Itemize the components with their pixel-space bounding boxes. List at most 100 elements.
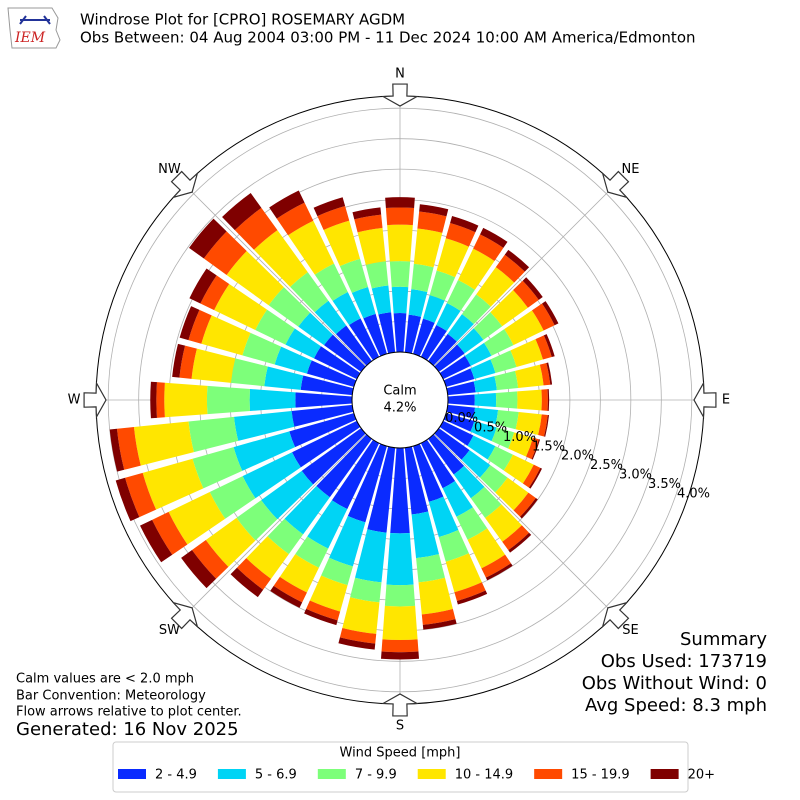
bar-segment <box>461 294 491 325</box>
legend-swatch <box>650 769 679 779</box>
bar-segment <box>447 314 474 342</box>
bar-segment <box>316 434 372 498</box>
legend-box <box>112 741 689 793</box>
compass-label: S <box>396 719 404 734</box>
bar-segment <box>546 362 553 385</box>
bar-segment <box>429 270 456 301</box>
bar-segment <box>436 303 461 332</box>
bar-segment <box>538 414 548 437</box>
bar-segment <box>188 416 239 453</box>
bar-segment <box>291 404 354 427</box>
bar-segment <box>470 486 502 519</box>
bar-segment <box>156 382 165 418</box>
bar-segment <box>508 532 532 553</box>
bar-segment <box>332 292 361 326</box>
compass-label: E <box>722 393 730 408</box>
flow-arrow <box>693 380 717 420</box>
bar-segment <box>490 350 517 373</box>
bar-segment <box>381 639 419 653</box>
bar-segment <box>473 234 504 261</box>
bar-segment <box>470 421 497 442</box>
bar-segment <box>481 554 511 578</box>
bar-segment <box>445 223 476 247</box>
spoke <box>433 433 616 616</box>
bar-segment <box>355 529 387 583</box>
bar-segment <box>234 207 278 250</box>
bar-segment <box>454 582 486 602</box>
bar-segment <box>371 285 392 315</box>
legend-label: 5 - 6.9 <box>255 768 297 783</box>
bar-segment <box>421 609 456 625</box>
bar-segment <box>230 358 268 387</box>
bar-segment <box>408 289 428 317</box>
bar-segment <box>351 286 376 319</box>
bar-segment <box>339 627 377 644</box>
bar-segment <box>314 300 347 335</box>
bar-segment <box>428 496 459 538</box>
bar-segment <box>236 500 278 541</box>
bar-segment <box>495 391 518 409</box>
bar-segment <box>292 420 361 468</box>
bar-segment <box>456 507 488 540</box>
bar-segment <box>116 427 141 470</box>
bar-segment <box>439 420 474 446</box>
bar-segment <box>164 382 208 418</box>
compass-label: SW <box>159 623 180 638</box>
logo-text: IEM <box>14 30 46 46</box>
bar-segment <box>386 532 414 586</box>
bar-segment <box>301 428 366 485</box>
bar-segment <box>354 214 383 233</box>
compass-label: NE <box>622 162 640 177</box>
bar-segment <box>357 227 386 265</box>
bar-segment <box>542 301 559 326</box>
bar-segment <box>491 427 515 449</box>
bar-segment <box>513 492 536 517</box>
bar-segment <box>464 342 492 366</box>
bar-segment <box>188 309 212 344</box>
bar-segment <box>434 344 465 372</box>
bar-segment <box>404 446 429 515</box>
bar-segment <box>522 464 541 488</box>
legend-swatch <box>118 769 146 779</box>
bar-segment <box>150 381 157 419</box>
bar-segment <box>276 202 314 236</box>
bar-segment <box>321 557 353 586</box>
bar-segment <box>389 261 411 288</box>
bar-segment <box>531 439 541 460</box>
summary: Obs Used: 173719 <box>601 651 767 672</box>
calm-value: 4.2% <box>383 401 416 416</box>
bar-segment <box>233 431 296 471</box>
bar-segment <box>323 334 366 372</box>
bar-segment <box>539 362 551 386</box>
bar-segment <box>274 346 312 374</box>
bar-segment <box>236 558 272 590</box>
bar-segment <box>457 328 484 354</box>
bar-segment <box>515 412 542 435</box>
bar-segment <box>411 511 439 559</box>
bar-segment <box>267 518 304 555</box>
bar-segment <box>242 452 301 499</box>
bar-segment <box>115 477 140 522</box>
logo: IEM <box>7 7 61 49</box>
bar-segment <box>543 334 555 358</box>
bar-segment <box>461 450 491 478</box>
bar-segment <box>416 554 445 583</box>
bar-segment <box>214 283 268 331</box>
r-tick-label: 1.5% <box>532 439 565 454</box>
r-tick-label: 3.5% <box>648 477 681 492</box>
r-tick-label: 3.0% <box>619 468 652 483</box>
r-tick-label: 2.0% <box>561 449 594 464</box>
bar-segment <box>413 228 443 268</box>
bar-segment <box>152 511 188 555</box>
bar-segment <box>417 211 447 233</box>
legend-swatch <box>534 769 563 779</box>
bar-segment <box>295 536 329 568</box>
bar-segment <box>307 500 348 549</box>
r-tick-label: 1.0% <box>503 430 536 445</box>
bar-segment <box>140 519 173 563</box>
bar-segment <box>335 325 372 366</box>
bar-segment <box>339 258 369 293</box>
bar-segment <box>504 310 544 346</box>
bar-segment <box>547 389 550 411</box>
